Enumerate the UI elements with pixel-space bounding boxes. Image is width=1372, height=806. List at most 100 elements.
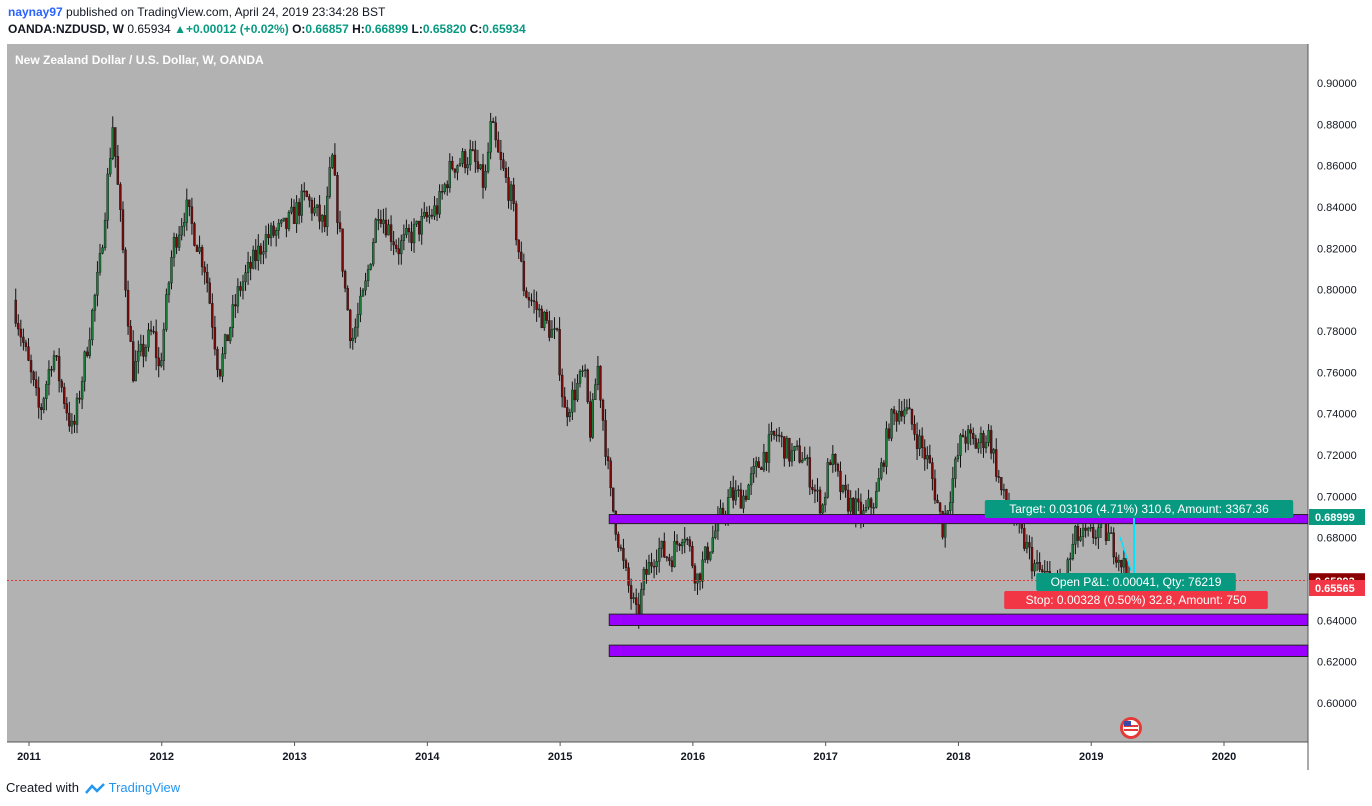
- x-tick-label: 2012: [150, 751, 174, 763]
- candle-body: [517, 239, 520, 253]
- candle-body: [594, 384, 597, 400]
- tradingview-brand[interactable]: TradingView: [108, 780, 181, 795]
- time-axis[interactable]: [7, 742, 1308, 770]
- candle-body: [612, 487, 615, 512]
- candle-body: [239, 286, 242, 291]
- candle-body: [114, 127, 117, 157]
- candle-body: [540, 308, 543, 328]
- candle-body: [619, 547, 623, 549]
- author-link[interactable]: naynay97: [8, 5, 63, 19]
- us-flag-icon[interactable]: [1120, 717, 1142, 739]
- candle-body: [775, 434, 778, 437]
- candle-body: [617, 534, 620, 548]
- chart-header: naynay97 published on TradingView.com, A…: [0, 0, 1372, 44]
- candle-body: [744, 495, 748, 500]
- candle-body: [70, 420, 74, 427]
- candle-body: [606, 456, 610, 462]
- high-label: H:: [352, 22, 365, 36]
- candle-body: [951, 478, 955, 503]
- candle-body: [811, 487, 814, 490]
- candle-body: [752, 466, 755, 474]
- candle-body: [509, 184, 513, 201]
- zone-resistance[interactable]: [608, 514, 1309, 525]
- candle-body: [1086, 528, 1090, 531]
- candle-body: [198, 247, 201, 252]
- candle-body: [75, 397, 79, 425]
- candle-body: [596, 365, 600, 385]
- candle-body: [336, 175, 339, 223]
- candle-body: [223, 334, 227, 355]
- candle-body: [926, 455, 929, 460]
- candle-body: [200, 247, 204, 268]
- y-tick-label: 0.90000: [1317, 78, 1357, 90]
- candle-body: [389, 224, 393, 242]
- candle-body: [1117, 559, 1120, 563]
- candle-body: [68, 412, 71, 427]
- candle-body: [167, 282, 171, 295]
- y-tick-label: 0.86000: [1317, 161, 1357, 173]
- candle-body: [226, 334, 229, 342]
- stop-label-box[interactable]: [1004, 591, 1268, 609]
- candle-body: [673, 541, 676, 568]
- y-tick-label: 0.78000: [1317, 326, 1357, 338]
- candle-body: [803, 457, 806, 461]
- candle-body: [992, 449, 995, 454]
- candle-body: [111, 127, 114, 159]
- candle-body: [170, 257, 173, 284]
- candle-body: [423, 212, 426, 217]
- target-label-box[interactable]: [984, 500, 1294, 519]
- x-axis-labels: 2011 2012 2013 2014 2015 2016 2017 2018 2019 2020: [17, 742, 1236, 763]
- price-axis[interactable]: [1308, 44, 1365, 742]
- candle-body: [647, 562, 651, 575]
- candle-body: [974, 438, 978, 449]
- candle-body: [106, 173, 109, 221]
- candle-body: [905, 407, 909, 411]
- zone-lower-support[interactable]: [608, 644, 1309, 658]
- candle-body: [826, 462, 829, 498]
- candle-body: [190, 206, 194, 224]
- candle-body: [875, 491, 878, 508]
- x-tick-label: 2017: [813, 751, 837, 763]
- candle-body: [936, 499, 939, 504]
- candle-body: [1097, 527, 1100, 538]
- candle-body: [216, 348, 219, 370]
- chart-plot-area[interactable]: [7, 44, 1308, 742]
- zone-support[interactable]: [608, 613, 1309, 627]
- up-arrow-icon: ▲: [174, 22, 186, 36]
- position-tool[interactable]: Target: 0.03106 (4.71%) 310.6, Amount: 3…: [984, 500, 1365, 609]
- candle-body: [47, 369, 51, 385]
- candle-body: [78, 397, 81, 400]
- candle-body: [742, 495, 745, 509]
- candle-body: [1040, 569, 1044, 572]
- candle-body: [420, 216, 423, 235]
- candle-body: [913, 424, 916, 435]
- candle-body: [1089, 527, 1092, 529]
- candle-body: [1109, 532, 1113, 534]
- candle-body: [1030, 547, 1034, 572]
- pnl-label-box[interactable]: [1036, 573, 1236, 591]
- x-tick-label: 2014: [415, 751, 440, 763]
- candle-body: [402, 234, 406, 241]
- candle-body: [660, 541, 663, 549]
- candle-body: [928, 455, 932, 463]
- candle-body: [50, 369, 53, 371]
- candle-body: [688, 539, 692, 547]
- candle-body: [241, 281, 245, 291]
- candle-body: [834, 453, 837, 465]
- candle-body: [149, 329, 153, 332]
- candle-body: [121, 209, 125, 251]
- target-label: Target: 0.03106 (4.71%) 310.6, Amount: 3…: [1009, 502, 1269, 516]
- candle-body: [910, 408, 914, 425]
- candle-body: [451, 160, 454, 170]
- candle-body: [14, 299, 17, 324]
- candle-body: [1028, 542, 1031, 548]
- zones-layer[interactable]: [7, 514, 1309, 658]
- candle-body: [1094, 537, 1098, 539]
- price-chart[interactable]: New Zealand Dollar / U.S. Dollar, W, OAN…: [7, 44, 1365, 770]
- candle-body: [37, 387, 40, 408]
- candle-body: [60, 380, 63, 388]
- candle-body: [885, 428, 888, 467]
- candle-body: [813, 489, 817, 492]
- candle-body: [808, 457, 812, 488]
- y-tick-label: 0.88000: [1317, 119, 1357, 131]
